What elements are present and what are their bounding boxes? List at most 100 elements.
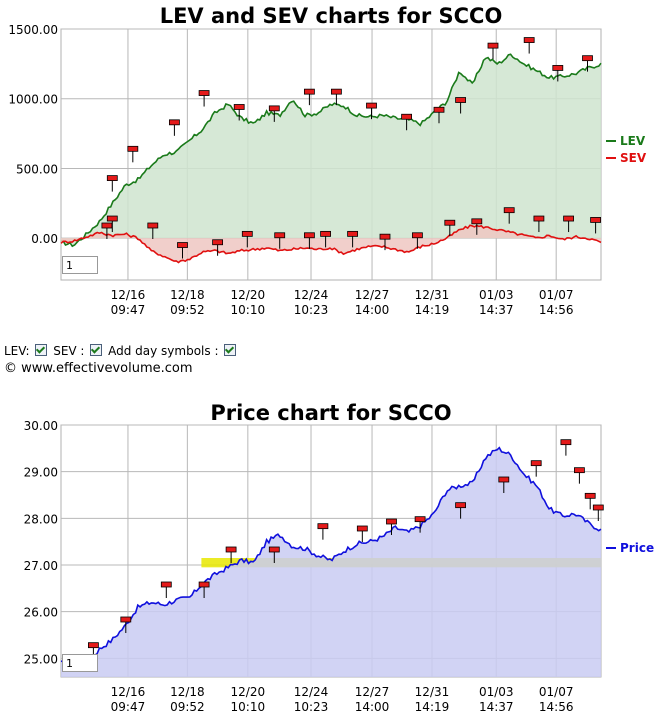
x-tick-date: 12/20 [231,288,266,302]
x-tick-date: 12/27 [355,288,390,302]
day-marker-flag [414,516,426,523]
day-marker-flag [268,105,280,112]
day-marker-flag [592,504,604,511]
site-credit: © www.effectivevolume.com [4,361,193,376]
day-marker-flag [303,88,315,95]
day-marker-flag [590,217,601,223]
series-toggles: LEV: SEV : Add day symbols : [4,343,238,358]
day-marker-flag [523,37,535,43]
day-marker-flag [106,175,118,182]
y-tick-label: 30.00 [24,419,58,433]
x-tick-date: 12/18 [170,288,205,302]
lev-toggle-label: LEV: [4,344,30,358]
x-tick-time: 09:47 [111,303,146,317]
x-tick-date: 01/03 [479,288,514,302]
x-tick-time: 09:52 [170,700,205,714]
day-marker-flag [177,242,188,248]
y-tick-label: 25.00 [24,652,58,666]
y-tick-label: 500.00 [16,162,58,176]
lev-checkbox[interactable] [35,344,48,356]
x-tick-date: 01/07 [539,288,574,302]
day-marker-flag [563,215,574,222]
sev-checkbox[interactable] [90,344,103,356]
day-marker-flag [198,581,210,588]
chart-title: LEV and SEV charts for SCCO [160,4,503,28]
day-marker-flag [530,460,542,467]
y-tick-label: 1000.00 [8,93,58,107]
y-tick-label: 28.00 [24,512,58,526]
series-line-sev [60,224,602,264]
x-tick-date: 12/31 [415,288,450,302]
day-marker-flag [366,102,377,109]
y-tick-label: 0.00 [31,232,58,246]
day-marker-flag [168,119,180,126]
y-tick-label: 29.00 [24,466,58,480]
day-marker-flag [303,232,315,239]
x-tick-time: 14:37 [479,700,514,714]
x-tick-time: 10:10 [231,303,266,317]
day-marker-flag [198,90,210,96]
day-marker-flag [160,581,172,588]
day-symbols-checkbox[interactable] [224,344,237,356]
day-marker-flag [233,104,245,110]
x-tick-time: 14:56 [539,700,574,714]
series-area-sev [61,225,601,263]
day-marker-flag [225,546,237,553]
x-tick-time: 09:47 [111,700,146,714]
day-marker-flag [127,145,139,152]
zoom-input-top[interactable]: 1 [62,256,98,274]
x-tick-date: 12/16 [111,288,146,302]
series-line-lev [60,53,602,248]
day-marker-flag [320,230,332,237]
day-marker-flag [274,232,286,239]
x-tick-time: 14:19 [415,700,450,714]
day-marker-flag [401,113,413,120]
x-tick-time: 10:10 [231,700,266,714]
y-tick-label: 26.00 [24,606,58,620]
legend-label: SEV [620,151,647,165]
day-marker-flag [317,523,329,530]
day-marker-flag [147,222,159,229]
y-tick-label: 1500.00 [8,23,58,37]
x-tick-time: 14:37 [479,303,514,317]
day-marker-flag [212,239,224,246]
x-tick-date: 12/27 [355,685,390,699]
x-tick-date: 12/18 [170,685,205,699]
x-tick-date: 12/24 [294,685,329,699]
day-marker-flag [106,215,118,222]
day-marker-flag [433,106,445,113]
x-tick-time: 14:19 [415,303,450,317]
sev-toggle-label: SEV : [53,344,85,358]
day-marker-flag [498,476,510,483]
x-tick-date: 12/16 [111,685,146,699]
y-tick-label: 27.00 [24,559,58,573]
x-tick-time: 10:23 [294,303,329,317]
day-marker-flag [444,219,456,226]
day-marker-flag [379,233,391,240]
x-tick-time: 14:00 [355,700,390,714]
x-tick-time: 10:23 [294,700,329,714]
series-line-price [60,446,602,668]
x-tick-time: 09:52 [170,303,205,317]
x-tick-time: 14:56 [539,303,574,317]
day-marker-flag [471,218,483,225]
zoom-input-bottom[interactable]: 1 [62,654,98,672]
x-tick-date: 12/31 [415,685,450,699]
x-tick-date: 01/07 [539,685,574,699]
day-marker-flag [356,525,368,532]
day-marker-flag [487,42,499,49]
x-tick-date: 12/24 [294,288,329,302]
x-tick-date: 01/03 [479,685,514,699]
day-marker-flag [241,230,253,237]
day-marker-flag [455,502,467,509]
day-marker-flag [330,88,342,95]
day-marker-flag [533,215,545,222]
day-marker-flag [386,518,397,525]
day-marker-flag [552,65,564,71]
legend-label: LEV [620,134,646,148]
day-marker-flag [560,439,572,446]
day-marker-flag [584,492,596,499]
day-symbols-label: Add day symbols : [108,344,219,358]
day-marker-flag [268,546,280,553]
